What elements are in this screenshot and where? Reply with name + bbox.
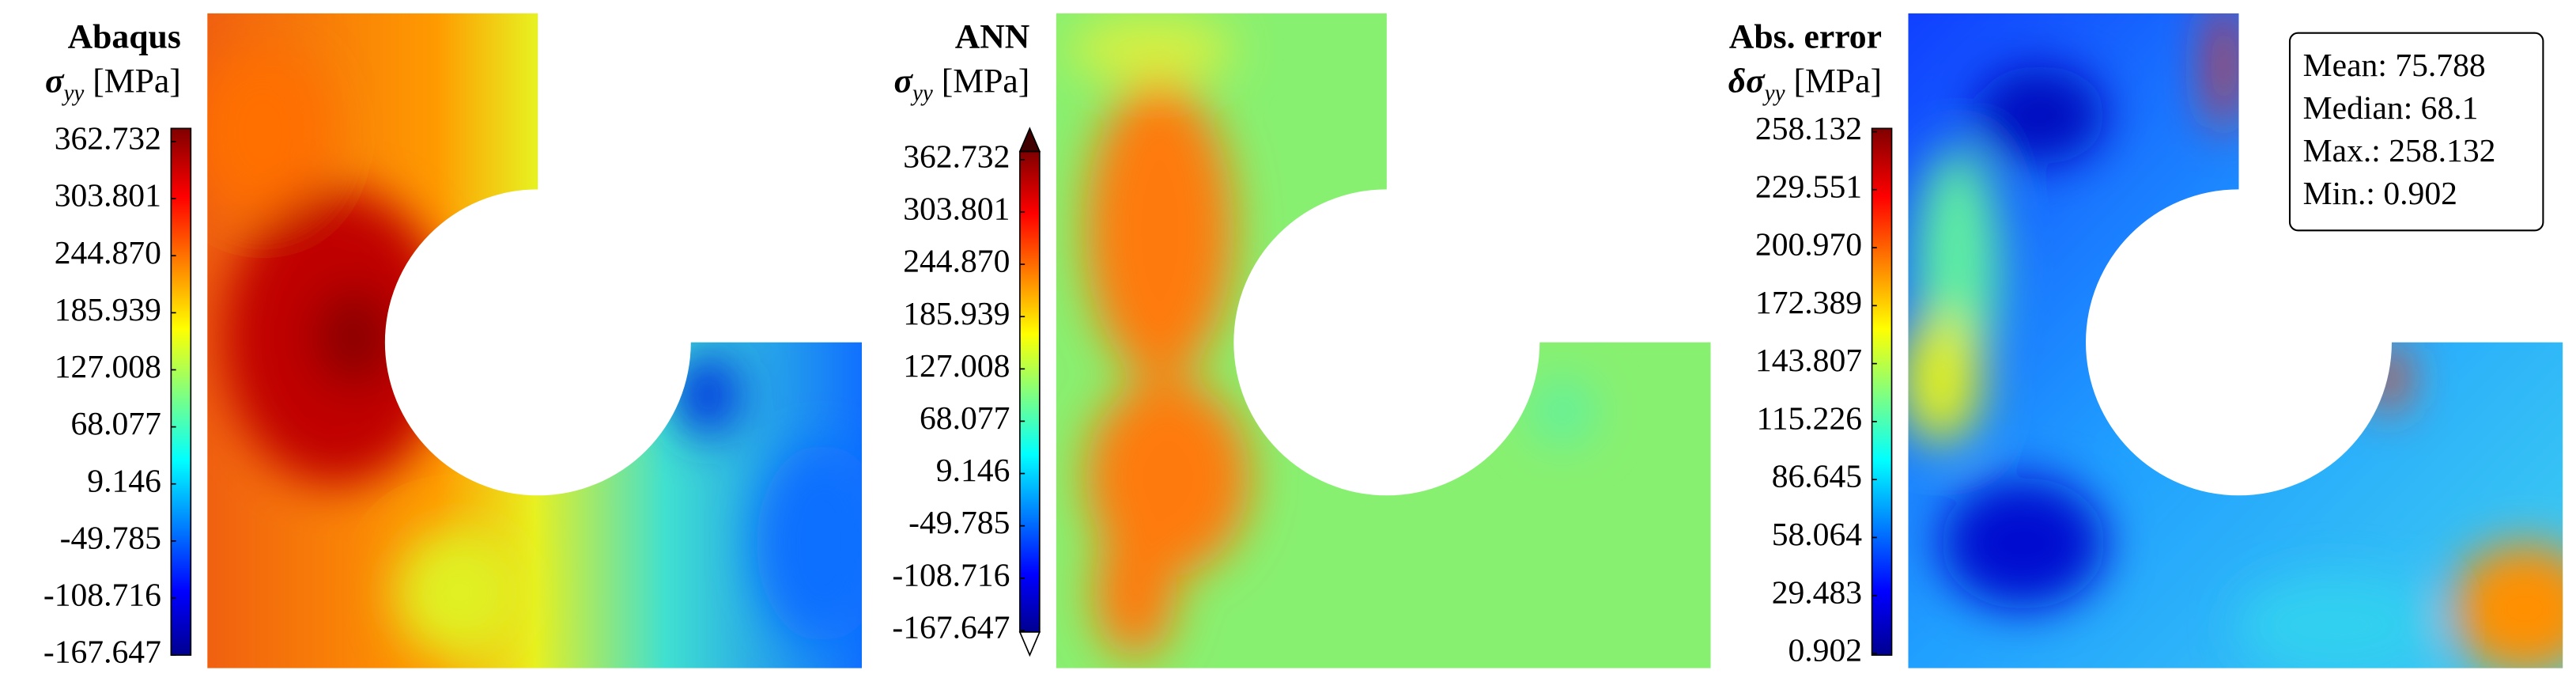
stat-label: Max.:	[2303, 132, 2381, 169]
field-blob	[1093, 526, 1177, 659]
field-blobs	[207, 49, 863, 659]
colorbar	[1871, 127, 1893, 656]
colorbar-tick-label: 200.970	[1755, 226, 1862, 263]
colorbar-tick-label: 244.870	[903, 243, 1010, 279]
stat-value: 75.788	[2395, 47, 2485, 83]
colorbar-tick-label: 244.870	[55, 234, 161, 271]
colorbar-tick-label: -49.785	[60, 519, 161, 555]
stats-frame	[2288, 32, 2544, 232]
colorbar-tick-label: 86.645	[1772, 458, 1862, 494]
colorbar-arrow-top	[1018, 127, 1041, 153]
quantity-unit: [MPa]	[942, 62, 1030, 100]
colorbar-tick-label: 258.132	[1755, 110, 1862, 146]
field-blob	[2450, 543, 2563, 668]
stat-label: Median:	[2303, 89, 2413, 126]
colorbar-tick-label: -167.647	[892, 608, 1010, 645]
stat-line: Mean: 75.788	[2303, 47, 2486, 83]
panel-title: Abs. error	[1729, 17, 1882, 55]
colorbar-tick-label: 68.077	[920, 400, 1010, 436]
colorbar	[1019, 150, 1041, 633]
quantity-label: σyy [MPa]	[893, 62, 1029, 106]
colorbar-tick-label: 185.939	[55, 291, 161, 328]
colorbar-tick-label: 9.146	[936, 452, 1010, 488]
quantity-symbol: δσ	[1728, 62, 1766, 100]
colorbar-tick-label: -108.716	[43, 577, 161, 613]
quantity-label: δσyy [MPa]	[1728, 62, 1882, 106]
stat-space	[2387, 47, 2395, 83]
colorbar-arrow-bottom	[1018, 631, 1041, 657]
field-blob	[2372, 345, 2405, 412]
colorbar-tick-label: 185.939	[903, 295, 1010, 331]
quantity-subscript: yy	[61, 81, 84, 106]
colorbar-tick-label: 115.226	[1756, 400, 1862, 436]
stat-value: 68.1	[2421, 89, 2479, 126]
colorbar-tick-label: 172.389	[1755, 284, 1862, 320]
stat-space	[2375, 175, 2383, 211]
field-blob	[674, 354, 741, 437]
colorbar-tick-label: 303.801	[55, 177, 161, 214]
stat-line: Min.: 0.902	[2303, 175, 2457, 211]
quantity-space	[1785, 62, 1794, 100]
stat-label: Mean:	[2303, 47, 2387, 83]
stat-line: Max.: 258.132	[2303, 132, 2496, 169]
field-blob	[1529, 378, 1596, 445]
panel: 362.732 303.801 244.870 185.939 127.008 68.07…	[43, 13, 863, 670]
field-blobs	[1908, 13, 2563, 668]
colorbar-tick-label: 0.902	[1788, 632, 1862, 668]
field-blob	[312, 288, 395, 387]
field-blob	[1069, 16, 1234, 83]
field-blob	[395, 526, 527, 659]
colorbar-tick-label: 362.732	[903, 138, 1010, 174]
field-blob	[1086, 378, 1251, 577]
quantity-unit: [MPa]	[1793, 62, 1882, 100]
colorbar-tick-label: 127.008	[903, 347, 1010, 384]
panel-title: ANN	[955, 17, 1030, 55]
colorbar-tick-label: 143.807	[1755, 342, 1862, 378]
field-blob	[2237, 576, 2435, 668]
quantity-space	[84, 62, 93, 100]
colorbar-tick-label: 29.483	[1772, 574, 1862, 610]
colorbar	[170, 127, 192, 656]
field-blob	[1908, 312, 1982, 445]
stat-space	[2412, 89, 2420, 126]
colorbar-tick-label: 229.551	[1755, 168, 1862, 204]
colorbar-tick-label: 9.146	[87, 462, 161, 498]
quantity-subscript: yy	[1762, 81, 1785, 106]
stat-label: Min.:	[2303, 175, 2375, 211]
contour-plot	[207, 13, 863, 668]
field-blobs	[1069, 16, 1596, 659]
field-blob	[207, 49, 330, 214]
field-blob	[1940, 477, 2106, 609]
quantity-space	[933, 62, 942, 100]
stats-box: Mean: 75.788 Median: 68.1 Max.: 258.132 Min…	[2288, 32, 2544, 232]
colorbar-tick-label: -108.716	[892, 556, 1010, 593]
quantity-label: σyy [MPa]	[45, 62, 181, 106]
field-blob	[1086, 82, 1234, 379]
quantity-symbol: σ	[45, 62, 65, 100]
contour-plot	[1056, 13, 1711, 668]
colorbar-tick-label: 68.077	[70, 405, 161, 441]
quantity-unit: [MPa]	[93, 62, 181, 100]
panel: 362.732 303.801 244.870 185.939 127.008 68.07…	[892, 13, 1711, 668]
stat-value: 258.132	[2389, 132, 2495, 169]
colorbar-tick-label: -49.785	[908, 504, 1010, 540]
stat-line: Median: 68.1	[2303, 89, 2479, 126]
quantity-subscript: yy	[910, 81, 933, 106]
quantity-symbol: σ	[893, 62, 913, 100]
colorbar-tick-label: 362.732	[55, 120, 161, 157]
field-blob	[757, 444, 863, 642]
colorbar-tick-label: 303.801	[903, 191, 1010, 227]
panel-title: Abaqus	[68, 17, 181, 55]
field-blob	[2211, 13, 2238, 132]
field-blob	[1974, 66, 2106, 165]
stat-space	[2381, 132, 2389, 169]
colorbar-tick-label: 58.064	[1772, 516, 1863, 552]
colorbar-tick-label: -167.647	[43, 634, 161, 670]
stat-value: 0.902	[2383, 175, 2457, 211]
colorbar-tick-label: 127.008	[55, 348, 161, 384]
